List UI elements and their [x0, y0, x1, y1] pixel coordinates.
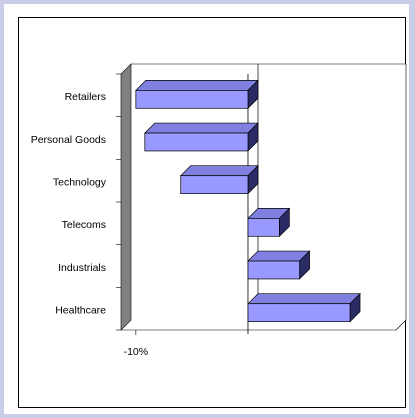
bar-top-face: [247, 293, 361, 305]
bar-top-face: [135, 80, 259, 91]
bar-top-face: [143, 122, 259, 134]
category-label: Healthcare: [55, 304, 106, 316]
bar: [144, 132, 249, 152]
bar: [180, 175, 249, 194]
value-tick-label: -10%: [124, 346, 149, 358]
bar: [135, 90, 249, 109]
bar: [247, 303, 351, 322]
bar: [247, 260, 300, 280]
bar-top-face: [179, 165, 259, 177]
bar: [247, 218, 280, 237]
category-label: Retailers: [65, 91, 106, 103]
plot-frame-corner: [395, 319, 407, 331]
category-label: Personal Goods: [31, 134, 106, 146]
category-label: Industrials: [58, 262, 106, 274]
side-wall: [120, 63, 132, 331]
category-label: Telecoms: [62, 219, 106, 231]
category-label: Technology: [53, 176, 107, 188]
bar-top-face: [247, 250, 311, 262]
